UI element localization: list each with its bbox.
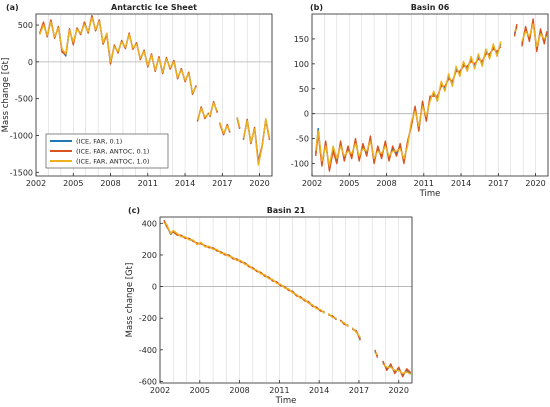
- y-tick-label: -50: [296, 135, 309, 144]
- series-group: [163, 219, 412, 378]
- chart-title: Basin 06: [411, 3, 450, 12]
- y-tick-label: -400: [139, 346, 157, 355]
- plot-area: [312, 14, 548, 176]
- x-tick-label: 2005: [190, 386, 210, 395]
- y-tick-label: 0: [152, 283, 157, 292]
- axes-frame: [311, 13, 549, 177]
- series-line-3: [209, 102, 218, 116]
- y-tick-label: -200: [139, 314, 157, 323]
- legend-entry: (ICE, FAR, ANTOC, 1.0): [76, 158, 149, 166]
- series-group: [39, 14, 271, 166]
- series-line-3: [315, 41, 502, 167]
- x-tick-label: 2011: [269, 386, 289, 395]
- y-tick-label: 150: [294, 35, 309, 44]
- series-line-3: [374, 352, 378, 356]
- chart-title: Basin 21: [267, 206, 306, 215]
- plot-area: [160, 217, 412, 383]
- x-axis-label: Time: [419, 189, 441, 199]
- chart-panel-1: 2002 2005 2008 2011 2014 2017 2020 500 0 -500 -100…: [1, 3, 273, 188]
- y-tick-label: -1500: [10, 168, 33, 177]
- series-line-3: [514, 28, 518, 32]
- axes-frame: [35, 13, 273, 177]
- x-tick-label: 2020: [525, 179, 545, 188]
- y-tick-label: 500: [18, 21, 33, 30]
- y-tick-label: 200: [142, 251, 157, 260]
- series-line-2: [39, 14, 197, 95]
- series-line-3: [521, 23, 548, 48]
- series-group: [315, 18, 548, 172]
- x-tick-label: 2020: [389, 386, 409, 395]
- series-line-3: [219, 121, 231, 134]
- x-tick-label: 2008: [100, 179, 120, 188]
- series-line-3: [351, 327, 361, 338]
- x-tick-label: 2017: [212, 179, 232, 188]
- x-tick-label: 2017: [349, 386, 369, 395]
- x-tick-label: 2020: [249, 179, 269, 188]
- legend: (ICE, FAR, 0.1) (ICE, FAR, ANTOC, 0.1) (IC…: [45, 133, 169, 169]
- x-tick-label: 2011: [138, 179, 158, 188]
- axes-frame: [159, 216, 413, 384]
- y-tick-label: -600: [139, 377, 157, 386]
- series-line-3: [39, 17, 197, 94]
- series-line-3: [382, 363, 412, 375]
- panel-label: (a): [6, 3, 19, 12]
- series-line-3: [163, 222, 325, 314]
- x-tick-label: 2008: [376, 179, 396, 188]
- y-tick-label: -100: [291, 160, 309, 169]
- series-line-3: [236, 116, 241, 128]
- x-tick-label: 2011: [414, 179, 434, 188]
- series-line-3: [327, 312, 337, 319]
- y-tick-label: 0: [304, 110, 309, 119]
- x-tick-label: 2014: [451, 179, 471, 188]
- panel-label: (b): [310, 3, 323, 12]
- series-line-3: [242, 117, 271, 166]
- y-tick-label: 400: [142, 219, 157, 228]
- x-axis-label: Time: [275, 396, 297, 406]
- x-tick-label: 2014: [175, 179, 195, 188]
- chart-title: Antarctic Ice Sheet: [111, 3, 197, 12]
- x-tick-label: 2002: [150, 386, 170, 395]
- series-line-3: [196, 107, 210, 121]
- x-tick-label: 2005: [339, 179, 359, 188]
- y-axis-label: Mass change [Gt]: [1, 58, 11, 133]
- y-tick-label: 100: [294, 60, 309, 69]
- y-tick-label: -1000: [10, 132, 33, 141]
- chart-panel-3: 2002 2005 2008 2011 2014 2017 2020 400 200 0 -200 -…: [125, 206, 413, 406]
- x-tick-label: 2017: [488, 179, 508, 188]
- y-axis-label: Mass change [Gt]: [125, 263, 135, 338]
- x-tick-label: 2002: [302, 179, 322, 188]
- panel-label: (c): [128, 206, 140, 215]
- series-line-3: [340, 320, 349, 328]
- legend-entry: (ICE, FAR, ANTOC, 0.1): [76, 148, 149, 156]
- y-tick-label: -500: [15, 95, 33, 104]
- x-tick-label: 2014: [309, 386, 329, 395]
- y-tick-label: 50: [299, 85, 309, 94]
- x-tick-label: 2008: [229, 386, 249, 395]
- x-tick-label: 2005: [63, 179, 83, 188]
- y-tick-label: 0: [28, 58, 33, 67]
- x-tick-label: 2002: [26, 179, 46, 188]
- chart-panel-2: 2002 2005 2008 2011 2014 2017 2020 150 100 50 0 -50…: [291, 3, 549, 199]
- legend-entry: (ICE, FAR, 0.1): [76, 138, 122, 146]
